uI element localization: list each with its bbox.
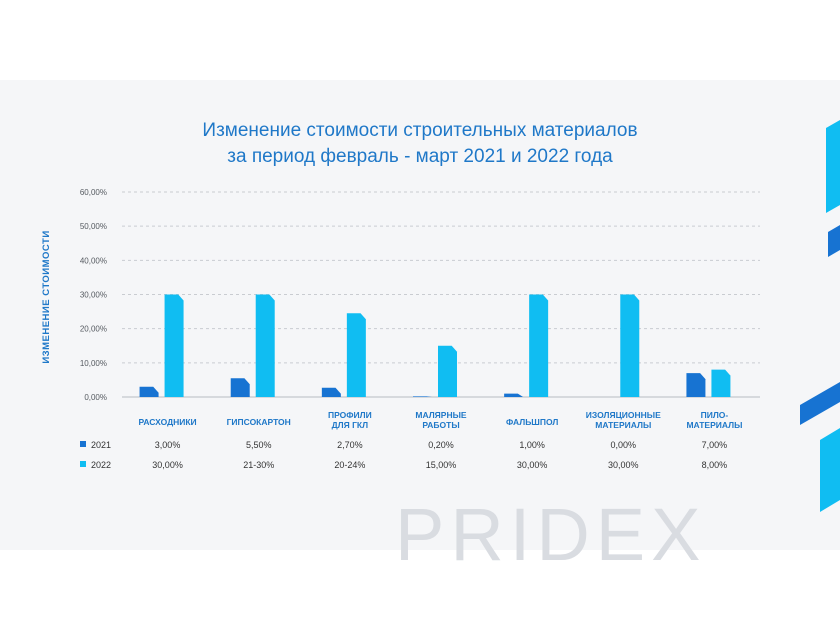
category-label: ГИПСОКАРТОН — [227, 417, 291, 427]
table-cell: 0,20% — [428, 440, 454, 450]
chart-title-line-2: за период февраль - март 2021 и 2022 год… — [227, 146, 613, 167]
legend-swatch — [80, 461, 86, 467]
y-axis-title: ИЗМЕНЕНИЕ СТОИМОСТИ — [41, 230, 52, 363]
y-tick-label: 40,00% — [80, 256, 107, 265]
table-cell: 3,00% — [155, 440, 181, 450]
y-tick-label: 0,00% — [84, 393, 107, 402]
bar-2021 — [686, 373, 706, 397]
y-tick-label: 30,00% — [80, 291, 107, 300]
bar-2022 — [529, 294, 549, 397]
decorative-shapes — [800, 120, 840, 512]
bar-2021 — [321, 387, 341, 397]
table-cell: 30,00% — [152, 460, 183, 470]
category-label: ФАЛЬШПОЛ — [506, 417, 558, 427]
y-tick-label: 60,00% — [80, 188, 107, 197]
legend-swatch — [80, 441, 86, 447]
category-label-line: ПИЛО- — [701, 410, 729, 420]
bar-2021 — [413, 396, 432, 397]
category-label-line: ИЗОЛЯЦИОННЫЕ — [586, 410, 661, 420]
bar-2021 — [504, 393, 524, 397]
chart-title: Изменение стоимости строительных материа… — [0, 118, 840, 170]
bar-2021 — [139, 386, 159, 397]
category-label: ПРОФИЛИ ДЛЯ ГКЛ — [328, 410, 372, 430]
bar-2022 — [164, 294, 184, 397]
slide-background — [0, 80, 840, 550]
bar-2022 — [620, 294, 640, 397]
table-cell: 5,50% — [246, 440, 272, 450]
table-cell: 8,00% — [702, 460, 728, 470]
decor-stripe — [828, 225, 840, 257]
category-label-line: РАБОТЫ — [422, 420, 459, 430]
category-label: РАСХОДНИКИ — [138, 417, 196, 427]
category-label-line: ПРОФИЛИ — [328, 410, 372, 420]
table-cell: 30,00% — [517, 460, 548, 470]
category-label: МАЛЯРНЫЕ РАБОТЫ — [415, 410, 467, 430]
decor-stripe — [820, 428, 840, 512]
y-tick-label: 50,00% — [80, 222, 107, 231]
bar-2022 — [255, 294, 275, 397]
decor-stripe — [800, 382, 840, 425]
table-cell: 15,00% — [426, 460, 457, 470]
category-label: ИЗОЛЯЦИОННЫЕ МАТЕРИАЛЫ — [586, 410, 661, 430]
y-tick-label: 20,00% — [80, 325, 107, 334]
category-label-line: РАСХОДНИКИ — [138, 417, 196, 427]
bar-2022 — [438, 345, 457, 397]
decor-stripe — [826, 120, 840, 213]
bar-2021 — [230, 378, 250, 397]
category-label-line: ДЛЯ ГКЛ — [332, 420, 368, 430]
table-cell: 20-24% — [334, 460, 365, 470]
table-cell: 0,00% — [611, 440, 637, 450]
chart-title-line-1: Изменение стоимости строительных материа… — [202, 120, 638, 141]
table-cell: 1,00% — [519, 440, 545, 450]
category-label-line: МАЛЯРНЫЕ — [415, 410, 467, 420]
legend-label: 2021 — [91, 440, 111, 450]
category-label-line: МАТЕРИАЛЫ — [595, 420, 651, 430]
legend-label: 2022 — [91, 460, 111, 470]
table-cell: 2,70% — [337, 440, 363, 450]
category-label-line: МАТЕРИАЛЫ — [686, 420, 742, 430]
y-tick-label: 10,00% — [80, 359, 107, 368]
table-cell: 30,00% — [608, 460, 639, 470]
table-cell: 7,00% — [702, 440, 728, 450]
category-label-line: ФАЛЬШПОЛ — [506, 417, 558, 427]
bar-2022 — [346, 313, 366, 397]
category-label: ПИЛО-МАТЕРИАЛЫ — [686, 410, 742, 430]
bar-2022 — [711, 369, 731, 397]
table-cell: 21-30% — [243, 460, 274, 470]
watermark-text: PRIDEX — [395, 493, 707, 576]
category-label-line: ГИПСОКАРТОН — [227, 417, 291, 427]
